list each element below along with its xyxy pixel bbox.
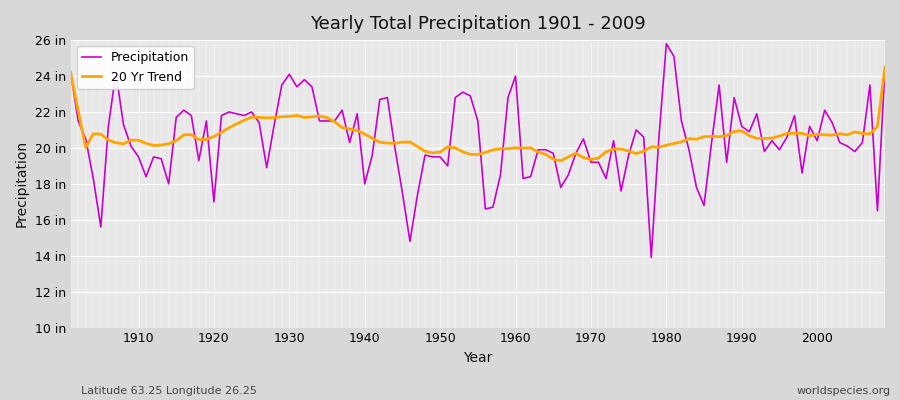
Precipitation (510, 74, 521, 78)
20 Yr Trend (510, 146, 521, 150)
X-axis label: Year: Year (464, 351, 492, 365)
Legend: Precipitation, 20 Yr Trend: Precipitation, 20 Yr Trend (76, 46, 194, 89)
Precipitation (337, 108, 347, 112)
Precipitation (66, 70, 77, 75)
Precipitation (646, 255, 657, 260)
Title: Yearly Total Precipitation 1901 - 2009: Yearly Total Precipitation 1901 - 2009 (310, 15, 645, 33)
20 Yr Trend (66, 70, 77, 75)
20 Yr Trend (337, 125, 347, 130)
Text: Latitude 63.25 Longitude 26.25: Latitude 63.25 Longitude 26.25 (81, 386, 256, 396)
20 Yr Trend (292, 113, 302, 118)
Precipitation (661, 41, 671, 46)
20 Yr Trend (879, 65, 890, 70)
Y-axis label: Precipitation: Precipitation (15, 140, 29, 228)
Precipitation (126, 144, 137, 148)
Precipitation (292, 84, 302, 89)
Precipitation (879, 65, 890, 70)
20 Yr Trend (502, 146, 513, 151)
Line: 20 Yr Trend: 20 Yr Trend (71, 67, 885, 161)
Precipitation (600, 176, 611, 181)
Text: worldspecies.org: worldspecies.org (796, 386, 891, 396)
Line: Precipitation: Precipitation (71, 44, 885, 258)
20 Yr Trend (608, 147, 619, 152)
20 Yr Trend (555, 158, 566, 163)
Precipitation (502, 95, 513, 100)
20 Yr Trend (126, 138, 137, 142)
